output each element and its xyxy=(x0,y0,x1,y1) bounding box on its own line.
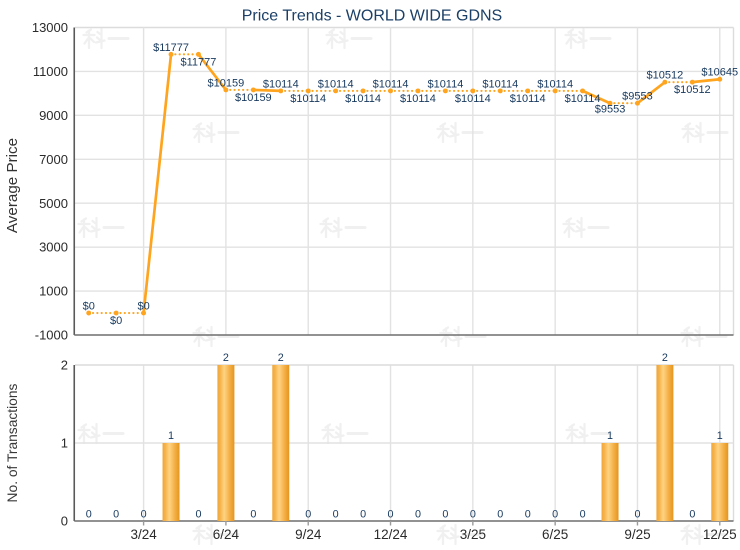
svg-text:$0: $0 xyxy=(110,315,122,327)
svg-text:$10114: $10114 xyxy=(400,93,436,105)
svg-text:2: 2 xyxy=(223,352,229,364)
svg-text:$0: $0 xyxy=(83,300,95,312)
svg-text:$10512: $10512 xyxy=(647,70,684,82)
svg-text:$10114: $10114 xyxy=(565,93,601,105)
svg-text:3000: 3000 xyxy=(39,240,68,255)
svg-text:0: 0 xyxy=(360,509,366,521)
svg-text:0: 0 xyxy=(525,509,531,521)
svg-text:0: 0 xyxy=(113,509,119,521)
svg-text:$10645: $10645 xyxy=(701,67,738,79)
svg-text:$10114: $10114 xyxy=(482,78,518,90)
svg-text:0: 0 xyxy=(634,509,640,521)
svg-text:$10114: $10114 xyxy=(373,78,409,90)
svg-text:$10512: $10512 xyxy=(674,84,711,96)
svg-text:3/25: 3/25 xyxy=(460,527,486,542)
svg-text:$10114: $10114 xyxy=(318,78,354,90)
svg-text:0: 0 xyxy=(61,514,68,529)
svg-text:12/24: 12/24 xyxy=(374,527,408,542)
svg-text:Price Trends - WORLD WIDE GDNS: Price Trends - WORLD WIDE GDNS xyxy=(242,8,502,25)
svg-text:$10159: $10159 xyxy=(208,77,245,89)
svg-text:0: 0 xyxy=(470,509,476,521)
svg-text:6/25: 6/25 xyxy=(542,527,568,542)
svg-text:No. of Transactions: No. of Transactions xyxy=(5,383,20,502)
svg-text:0: 0 xyxy=(415,509,421,521)
svg-text:0: 0 xyxy=(689,509,695,521)
svg-text:$10114: $10114 xyxy=(427,78,463,90)
svg-text:3/24: 3/24 xyxy=(130,527,157,542)
svg-text:12/25: 12/25 xyxy=(703,527,737,542)
svg-text:$10114: $10114 xyxy=(455,93,491,105)
svg-text:-1000: -1000 xyxy=(35,328,68,343)
svg-text:0: 0 xyxy=(141,509,147,521)
svg-text:$10114: $10114 xyxy=(290,93,326,105)
svg-text:0: 0 xyxy=(250,509,256,521)
svg-text:1: 1 xyxy=(717,430,723,442)
svg-text:0: 0 xyxy=(333,509,339,521)
svg-text:0: 0 xyxy=(195,509,201,521)
svg-text:0: 0 xyxy=(442,509,448,521)
svg-text:6/24: 6/24 xyxy=(213,527,240,542)
svg-text:$10114: $10114 xyxy=(263,78,299,90)
svg-text:$9553: $9553 xyxy=(595,104,626,116)
svg-text:0: 0 xyxy=(86,509,92,521)
svg-text:2: 2 xyxy=(61,358,68,373)
svg-text:13000: 13000 xyxy=(32,20,68,35)
svg-text:$0: $0 xyxy=(137,300,149,312)
svg-text:0: 0 xyxy=(552,509,558,521)
svg-text:$11777: $11777 xyxy=(181,56,217,68)
svg-text:$10159: $10159 xyxy=(235,92,272,104)
svg-text:1: 1 xyxy=(61,436,68,451)
svg-text:2: 2 xyxy=(662,352,668,364)
svg-text:5000: 5000 xyxy=(39,196,68,211)
svg-text:$11777: $11777 xyxy=(153,42,189,54)
svg-text:$10114: $10114 xyxy=(510,93,546,105)
svg-text:0: 0 xyxy=(305,509,311,521)
svg-text:9/24: 9/24 xyxy=(295,527,322,542)
svg-text:11000: 11000 xyxy=(33,64,68,79)
svg-text:0: 0 xyxy=(388,509,394,521)
svg-text:Average Price: Average Price xyxy=(4,138,21,233)
svg-text:1: 1 xyxy=(168,430,174,442)
svg-text:9000: 9000 xyxy=(39,108,68,123)
svg-text:2: 2 xyxy=(278,352,284,364)
svg-text:1000: 1000 xyxy=(39,284,68,299)
svg-text:$10114: $10114 xyxy=(537,78,573,90)
svg-text:$10114: $10114 xyxy=(345,93,381,105)
svg-text:9/25: 9/25 xyxy=(624,527,650,542)
svg-text:$9553: $9553 xyxy=(622,91,653,103)
svg-text:1: 1 xyxy=(607,430,613,442)
svg-text:0: 0 xyxy=(497,509,503,521)
svg-text:7000: 7000 xyxy=(39,152,68,167)
svg-text:0: 0 xyxy=(580,509,586,521)
